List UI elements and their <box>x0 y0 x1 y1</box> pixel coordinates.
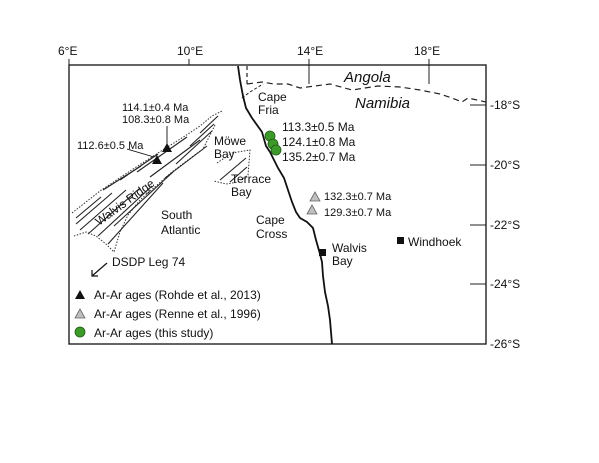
lon-tick-14e: 14°E <box>297 44 323 58</box>
lat-tick-26s: -26°S <box>490 337 520 351</box>
longitude-ticks <box>68 59 430 84</box>
rohde-leader-line <box>126 148 155 158</box>
namibia-label: Namibia <box>355 95 410 112</box>
study-age-b: 124.1±0.8 Ma <box>282 135 356 149</box>
rohde-age-a: 114.1±0.4 Ma <box>122 102 189 114</box>
legend-label-rohde: Ar-Ar ages (Rohde et al., 2013) <box>94 288 261 302</box>
dsdp-leg-label: DSDP Leg 74 <box>112 255 185 269</box>
rohde-sample-marker <box>162 143 172 152</box>
cape-cross-label-1: Cape <box>256 213 285 227</box>
coastal-dashed-line <box>241 83 264 99</box>
angola-label: Angola <box>343 69 391 86</box>
mowe-bay-label-1: Möwe <box>214 134 246 148</box>
renne-sample-marker <box>309 191 321 202</box>
latitude-ticks <box>470 104 486 345</box>
lon-tick-18e: 18°E <box>414 44 440 58</box>
rohde-age-c: 112.6±0.5 Ma <box>77 140 144 152</box>
legend-label-renne: Ar-Ar ages (Renne et al., 1996) <box>94 307 261 321</box>
angola-namibia-border <box>246 81 486 103</box>
cape-fria-label-2: Fria <box>258 103 279 117</box>
mowe-bay-label-2: Bay <box>214 147 235 161</box>
map-frame <box>68 64 487 345</box>
terrace-bay-label-2: Bay <box>231 185 252 199</box>
renne-age-b: 129.3±0.7 Ma <box>324 207 392 219</box>
rohde-age-b: 108.3±0.8 Ma <box>122 114 190 126</box>
legend-grey-triangle-icon <box>74 308 86 319</box>
terrace-bay-label-1: Terrace <box>231 172 271 186</box>
south-atlantic-label-2: Atlantic <box>161 223 200 237</box>
lat-tick-20s: -20°S <box>490 158 520 172</box>
legend-green-circle-icon <box>74 326 86 338</box>
dsdp-arrow-icon <box>91 262 108 277</box>
map-legend: Ar-Ar ages (Rohde et al., 2013) Ar-Ar ag… <box>74 288 261 340</box>
legend-label-this-study: Ar-Ar ages (this study) <box>94 326 213 340</box>
legend-black-triangle-icon <box>75 290 85 299</box>
lon-tick-10e: 10°E <box>177 44 203 58</box>
windhoek-marker <box>397 237 404 244</box>
walvis-bay-marker <box>319 249 326 256</box>
lat-tick-18s: -18°S <box>490 98 520 112</box>
study-sample-marker <box>270 144 282 156</box>
rohde-sample-marker <box>152 155 162 164</box>
lat-tick-24s: -24°S <box>490 277 520 291</box>
walvis-bay-label-1: Walvis <box>332 241 367 255</box>
walvis-ridge-hatching <box>75 115 248 245</box>
south-atlantic-label-1: South <box>161 208 192 222</box>
renne-sample-marker <box>306 204 318 215</box>
cape-cross-label-2: Cross <box>256 227 287 241</box>
lon-tick-6e: 6°E <box>58 44 77 58</box>
walvis-ridge-shoulder <box>213 149 251 185</box>
study-age-c: 135.2±0.7 Ma <box>282 150 356 164</box>
lat-tick-22s: -22°S <box>490 218 520 232</box>
windhoek-label: Windhoek <box>408 235 462 249</box>
coastline <box>237 65 333 344</box>
renne-age-a: 132.3±0.7 Ma <box>324 191 392 203</box>
cape-fria-label-1: Cape <box>258 90 287 104</box>
walvis-bay-label-2: Bay <box>332 254 353 268</box>
study-age-a: 113.3±0.5 Ma <box>282 120 355 134</box>
